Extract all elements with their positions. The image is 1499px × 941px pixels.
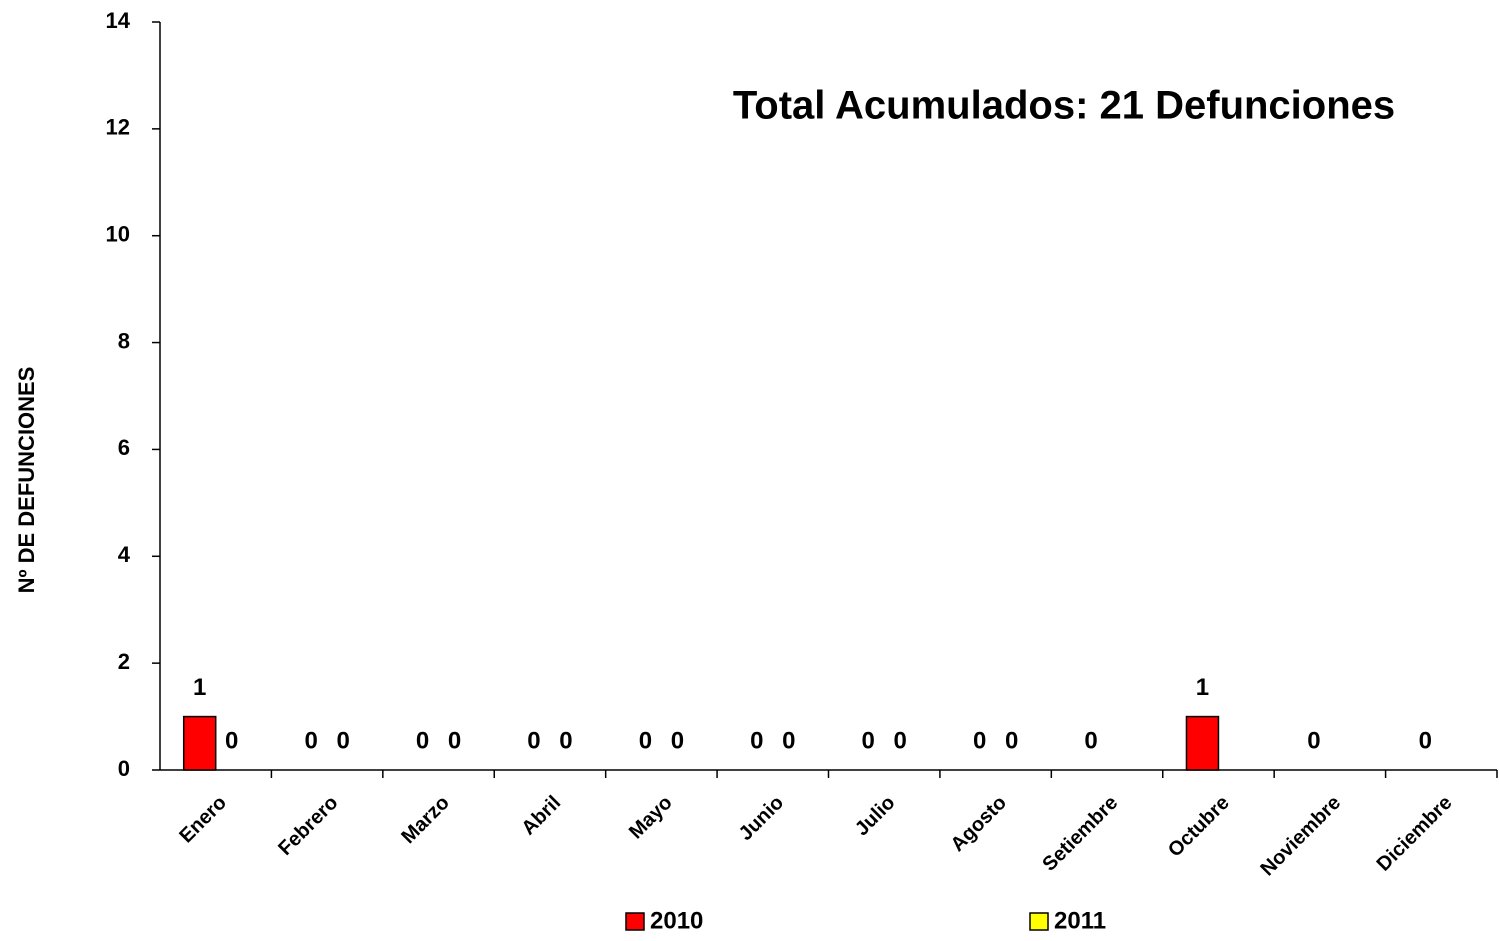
x-tick-label: Enero	[175, 792, 231, 848]
value-label: 0	[225, 727, 238, 754]
y-tick-label: 14	[106, 8, 131, 33]
y-tick-label: 0	[118, 756, 130, 781]
y-axis-label: Nº DE DEFUNCIONES	[14, 367, 39, 594]
x-tick-label: Octubre	[1164, 792, 1234, 862]
x-tick-label: Setiembre	[1038, 792, 1122, 876]
value-label: 0	[639, 727, 652, 754]
y-tick-label: 2	[118, 649, 130, 674]
legend-label: 2010	[650, 907, 703, 934]
x-tick-label: Marzo	[397, 792, 453, 848]
value-label: 0	[1419, 727, 1432, 754]
x-tick-label: Diciembre	[1373, 792, 1457, 876]
y-tick-label: 4	[118, 542, 131, 567]
x-tick-label: Abril	[517, 792, 565, 840]
legend-label: 2011	[1054, 907, 1106, 934]
value-label: 0	[559, 727, 572, 754]
value-label: 0	[671, 727, 684, 754]
value-label: 0	[862, 727, 875, 754]
x-tick-label: Junio	[735, 792, 788, 845]
x-tick-label: Febrero	[274, 792, 342, 860]
y-tick-label: 8	[118, 328, 130, 353]
value-label: 0	[1307, 727, 1320, 754]
value-label: 0	[527, 727, 540, 754]
annotation: Total Acumulados: 21 Defunciones	[733, 84, 1395, 128]
value-label: 0	[973, 727, 986, 754]
legend-swatch	[625, 912, 645, 931]
value-label: 0	[304, 727, 317, 754]
bar	[1185, 715, 1220, 771]
x-tick-label: Agosto	[947, 792, 1011, 856]
x-tick-label: Noviembre	[1256, 792, 1345, 881]
value-label: 0	[416, 727, 429, 754]
value-label: 0	[894, 727, 907, 754]
value-label: 0	[336, 727, 349, 754]
value-label: 1	[1196, 674, 1209, 701]
y-tick-label: 12	[106, 115, 130, 140]
bar	[182, 715, 217, 771]
value-label: 1	[193, 674, 206, 701]
legend-swatch	[1029, 912, 1049, 931]
x-tick-label: Mayo	[625, 792, 677, 844]
x-tick-label: Julio	[851, 792, 900, 841]
y-tick-label: 10	[106, 222, 130, 247]
value-label: 0	[782, 727, 795, 754]
value-label: 0	[750, 727, 763, 754]
value-label: 0	[1005, 727, 1018, 754]
y-tick-label: 6	[118, 435, 130, 460]
value-label: 0	[448, 727, 461, 754]
value-label: 0	[1084, 727, 1097, 754]
